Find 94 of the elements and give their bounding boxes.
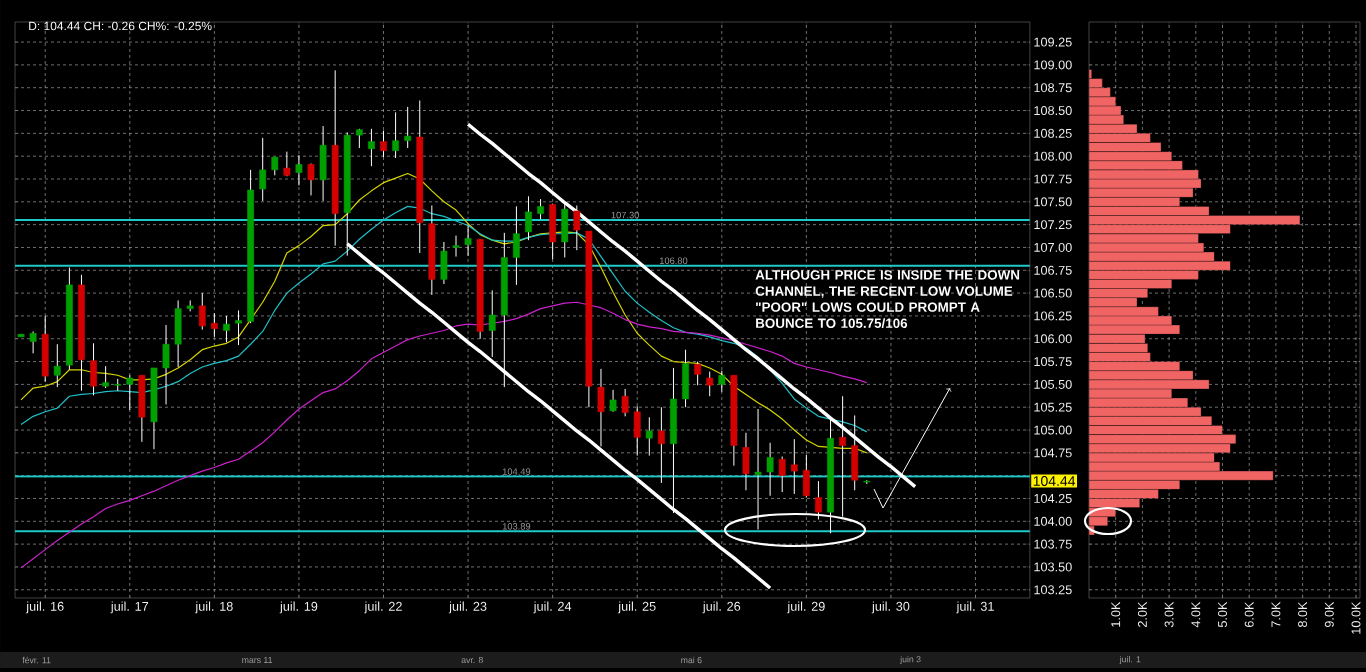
annotation: ALTHOUGH PRICE IS INSIDE THE DOWN CHANNEL, THE RECENT LOW VOLUME "POOR" LOWS COULD PROMPT A BOUNCE TO 105.75/106 (755, 270, 1020, 329)
y-tick-label: 109.00 (1034, 60, 1072, 70)
y-tick-label: 106.00 (1034, 334, 1072, 344)
candlestick (464, 225, 472, 257)
text: juin 3 (899, 655, 921, 665)
candlestick (609, 389, 617, 413)
y-tick-label: 107.00 (1034, 242, 1072, 252)
x-tick-label: juil. 23 (448, 601, 487, 614)
text: mai 6 (681, 656, 702, 664)
y-tick-label: 103.50 (1034, 562, 1072, 572)
candlestick (658, 406, 665, 484)
candlestick (392, 111, 399, 159)
y-tick-label: 103.75 (1034, 539, 1072, 549)
ref-line-label: 104.49 (502, 468, 531, 475)
candlestick (694, 361, 702, 386)
candlestick (452, 235, 460, 258)
candlestick (778, 456, 786, 493)
ref-line-label: 107.30 (611, 211, 639, 219)
candlestick (525, 195, 532, 241)
candlestick (198, 292, 206, 331)
candlestick (235, 309, 242, 346)
candlestick (283, 151, 291, 177)
x-tick-label: 3.0K (1164, 601, 1174, 628)
candlestick (162, 324, 170, 405)
text: juil. 1 (1119, 655, 1141, 665)
y-tick-label: 107.25 (1034, 220, 1072, 230)
x-tick-label: juil. 16 (25, 601, 64, 614)
y-tick-label: 108.25 (1034, 128, 1072, 138)
y-tick-label: 108.00 (1034, 151, 1072, 161)
text: févr. 11 (22, 656, 51, 664)
y-tick-label: 107.50 (1034, 197, 1072, 207)
candlestick (295, 154, 303, 186)
ref-line-label: 106.80 (659, 257, 688, 265)
x-tick-label: 8.0K (1298, 601, 1308, 628)
annotation: D: 104.44 CH: -0.26 CH%: -0.25% (29, 21, 212, 31)
candlestick (368, 128, 375, 167)
candlestick (126, 374, 134, 411)
candlestick (621, 388, 629, 417)
x-tick-label: juil. 17 (110, 601, 149, 614)
x-tick-label: juil. 30 (871, 601, 910, 614)
candlestick (210, 312, 218, 338)
text: 104.44 (1033, 476, 1076, 486)
y-tick-label: 104.75 (1034, 448, 1072, 458)
candlestick (706, 371, 714, 397)
y-tick-label: 106.50 (1034, 288, 1072, 298)
candlestick (259, 137, 267, 202)
y-tick-label: 108.75 (1034, 83, 1072, 93)
x-tick-label: 5.0K (1217, 601, 1227, 628)
candlestick (645, 416, 653, 457)
candlestick (488, 289, 496, 358)
candlestick (790, 438, 798, 495)
x-tick-label: 6.0K (1244, 601, 1254, 627)
candlestick (271, 156, 279, 176)
text: mars 11 (242, 656, 273, 664)
y-tick-label: 108.50 (1034, 106, 1072, 116)
x-tick-label: juil. 18 (195, 601, 233, 614)
y-tick-label: 105.75 (1034, 357, 1072, 367)
candlestick (29, 330, 37, 354)
y-tick-label: 105.50 (1034, 379, 1072, 389)
y-tick-label: 106.25 (1034, 311, 1072, 321)
text: avr. 8 (461, 656, 483, 664)
x-tick-label: 1.0K (1111, 601, 1121, 627)
y-tick-label: 107.75 (1034, 174, 1072, 184)
x-tick-label: 7.0K (1271, 601, 1281, 627)
y-tick-label: 103.25 (1034, 585, 1072, 595)
candlestick (573, 204, 581, 251)
x-tick-label: juil. 26 (702, 601, 741, 614)
candlestick (537, 198, 544, 220)
x-tick-label: juil. 22 (364, 601, 402, 614)
y-tick-label: 106.75 (1034, 265, 1072, 275)
x-tick-label: juil. 29 (787, 601, 825, 614)
y-tick-label: 109.25 (1034, 37, 1072, 47)
candlestick (404, 106, 412, 149)
x-tick-label: 10.0K (1351, 601, 1361, 634)
ref-line-label: 103.89 (502, 523, 531, 530)
candlestick (718, 370, 726, 393)
candlestick (307, 162, 315, 196)
candlestick (766, 442, 774, 497)
x-tick-label: 2.0K (1137, 601, 1147, 627)
candlestick (380, 130, 387, 158)
x-tick-label: juil. 24 (533, 601, 572, 614)
x-tick-label: 4.0K (1191, 601, 1201, 628)
x-tick-label: juil. 31 (956, 601, 994, 614)
y-tick-label: 105.00 (1034, 425, 1072, 435)
candlestick (513, 205, 520, 286)
x-tick-label: 9.0K (1324, 601, 1334, 628)
candlestick (53, 343, 61, 388)
y-tick-label: 105.25 (1034, 402, 1072, 412)
x-tick-label: juil. 19 (279, 601, 318, 614)
y-tick-label: 104.00 (1034, 516, 1072, 526)
candlestick (102, 365, 110, 389)
x-tick-label: juil. 25 (617, 601, 656, 614)
y-tick-label: 104.25 (1034, 493, 1072, 503)
candlestick (223, 315, 230, 343)
